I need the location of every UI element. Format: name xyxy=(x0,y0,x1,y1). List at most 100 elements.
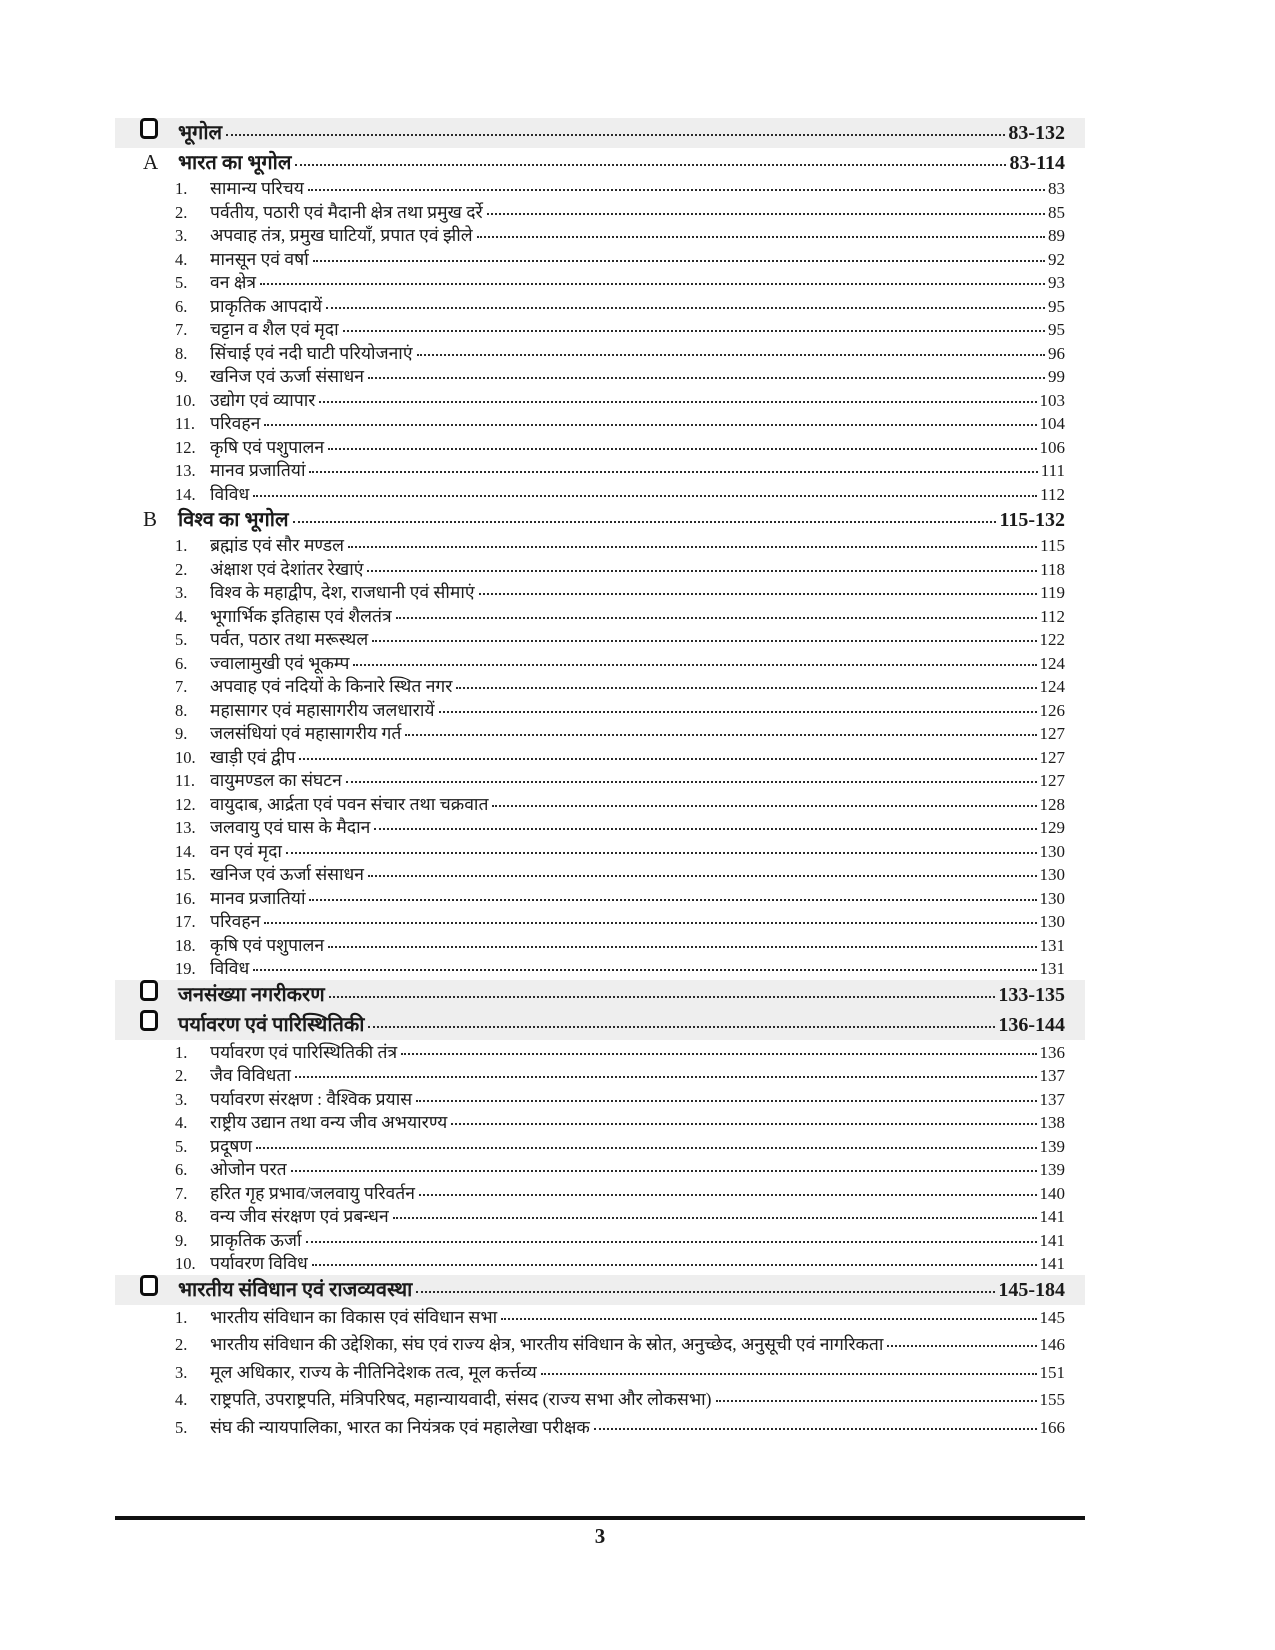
entry-page: 112 xyxy=(1040,606,1065,626)
entry-title: खनिज एवं ऊर्जा संसाधन xyxy=(210,864,364,884)
item-number: 9. xyxy=(175,1230,188,1250)
entry-title: जैव विविधता xyxy=(210,1065,291,1085)
item-number: 8. xyxy=(175,700,188,720)
toc-item-row: 13. मानव प्रजातियां 111 xyxy=(115,458,1085,482)
entry-title: वन क्षेत्र xyxy=(210,272,257,292)
entry-title: भारतीय संविधान एवं राजव्यवस्था xyxy=(178,1278,413,1301)
item-number: 3. xyxy=(175,1362,188,1382)
entry-title: विविध xyxy=(210,958,250,978)
entry-page: 128 xyxy=(1039,794,1066,814)
entry-page: 83-132 xyxy=(1008,122,1065,144)
item-number: 15. xyxy=(175,865,196,884)
entry-page: 99 xyxy=(1048,367,1065,386)
dot-leader xyxy=(256,1146,1037,1149)
entry-page: 83-114 xyxy=(1009,152,1065,174)
dot-leader xyxy=(294,1076,1037,1078)
entry-page: 151 xyxy=(1039,1362,1066,1382)
toc-item-row: 14. वन एवं मृदा 130 xyxy=(115,839,1085,863)
toc-item-row: 1. भारतीय संविधान का विकास एवं संविधान सभ… xyxy=(115,1305,1085,1333)
toc-item-row: 3. अपवाह तंत्र, प्रमुख घाटियाँ, प्रपात एव… xyxy=(115,223,1085,247)
dot-leader xyxy=(311,1264,1037,1266)
item-number: 6. xyxy=(175,296,188,316)
item-number: 12. xyxy=(175,794,196,814)
item-number: 11. xyxy=(175,414,196,433)
item-number: 5. xyxy=(175,630,188,649)
dot-leader xyxy=(715,1400,1037,1402)
dot-leader xyxy=(887,1345,1037,1347)
dot-leader xyxy=(264,922,1037,924)
toc-item-row: 12. कृषि एवं पशुपालन 106 xyxy=(115,435,1085,459)
item-number: 16. xyxy=(175,888,196,908)
footer-page-number: 3 xyxy=(594,1524,606,1548)
dot-leader xyxy=(368,377,1045,379)
entry-page: 92 xyxy=(1048,249,1065,269)
item-number: 13. xyxy=(175,818,196,837)
dot-leader xyxy=(492,804,1037,807)
dot-leader xyxy=(345,781,1037,783)
dot-leader xyxy=(307,189,1045,191)
toc-item-row: 7. चट्टान व शैल एवं मृदा 95 xyxy=(115,317,1085,341)
entry-title: राष्ट्रीय उद्यान तथा वन्य जीव अभयारण्य xyxy=(210,1112,448,1132)
item-number: 8. xyxy=(175,1207,188,1226)
entry-title: पर्यावरण एवं पारिस्थितिकी तंत्र xyxy=(210,1041,398,1062)
entry-page: 103 xyxy=(1039,390,1066,410)
entry-page: 124 xyxy=(1039,677,1066,696)
entry-page: 131 xyxy=(1039,959,1066,978)
item-number: 4. xyxy=(175,249,188,269)
entry-title: कृषि एवं पशुपालन xyxy=(210,934,325,955)
toc-item-row: 5. संघ की न्यायपालिका, भारत का नियंत्रक ए… xyxy=(115,1415,1085,1443)
entry-page: 155 xyxy=(1039,1390,1066,1409)
entry-title: वायुदाब, आर्द्रता एवं पवन संचार तथा चक्र… xyxy=(210,793,489,814)
toc-section-row: भूगोल 83-132 xyxy=(115,118,1085,148)
item-number: 1. xyxy=(175,536,188,555)
entry-page: 127 xyxy=(1039,771,1066,790)
item-number: 18. xyxy=(175,935,196,955)
toc-item-row: 8. महासागर एवं महासागरीय जलधारायें 126 xyxy=(115,698,1085,722)
dot-leader xyxy=(290,1170,1037,1172)
entry-title: मानव प्रजातियां xyxy=(210,887,306,908)
item-number: 9. xyxy=(175,367,188,386)
dot-leader xyxy=(405,734,1037,736)
entry-title: परिवहन xyxy=(210,911,261,931)
entry-title: अंक्षाश एवं देशांतर रेखाएं xyxy=(210,558,364,579)
dot-leader xyxy=(372,640,1037,642)
entry-page: 137 xyxy=(1039,1089,1066,1109)
toc-item-row: 6. ओजोन परत 139 xyxy=(115,1157,1085,1181)
entry-title: मूल अधिकार, राज्य के नीतिनिदेशक तत्व, मू… xyxy=(210,1361,537,1382)
entry-title: हरित गृह प्रभाव/जलवायु परिवर्तन xyxy=(210,1182,415,1203)
entry-page: 138 xyxy=(1039,1113,1066,1132)
item-number: 14. xyxy=(175,484,196,504)
entry-title: भूगार्भिक इतिहास एवं शैलतंत्र xyxy=(210,605,392,626)
toc-item-row: 2. भारतीय संविधान की उद्देशिका, संघ एवं र… xyxy=(115,1332,1085,1360)
entry-title: पर्यावरण संरक्षण : वैश्विक प्रयास xyxy=(210,1088,413,1109)
toc-item-row: 4. मानसून एवं वर्षा 92 xyxy=(115,247,1085,271)
toc-item-row: 7. हरित गृह प्रभाव/जलवायु परिवर्तन 140 xyxy=(115,1181,1085,1205)
entry-page: 115 xyxy=(1040,536,1065,555)
entry-page: 122 xyxy=(1039,630,1066,649)
entry-page: 95 xyxy=(1048,296,1065,316)
toc-section-row: पर्यावरण एवं पारिस्थितिकी 136-144 xyxy=(115,1009,1085,1040)
entry-title: अपवाह एवं नदियों के किनारे स्थित नगर xyxy=(210,676,453,696)
entry-page: 89 xyxy=(1048,226,1065,245)
dot-leader xyxy=(392,1217,1037,1219)
dot-leader xyxy=(260,283,1045,285)
dot-leader xyxy=(253,494,1038,497)
dot-leader xyxy=(264,424,1037,426)
entry-page: 96 xyxy=(1048,343,1065,363)
toc-item-row: 3. पर्यावरण संरक्षण : वैश्विक प्रयास 137 xyxy=(115,1087,1085,1111)
entry-page: 111 xyxy=(1040,461,1065,480)
item-number: 5. xyxy=(175,1136,188,1156)
entry-title: पर्यावरण एवं पारिस्थितिकी xyxy=(178,1013,365,1036)
entry-title: वन एवं मृदा xyxy=(210,840,282,861)
toc-item-row: 17. परिवहन 130 xyxy=(115,909,1085,933)
toc-item-row: 2. जैव विविधता 137 xyxy=(115,1063,1085,1087)
dot-leader xyxy=(226,134,1006,136)
footer-rule xyxy=(115,1516,1085,1520)
dot-leader xyxy=(319,400,1037,403)
toc-letter-row: B विश्व का भूगोल 115-132 xyxy=(115,505,1085,533)
entry-title: ब्रह्मांड एवं सौर मण्डल xyxy=(210,535,344,555)
toc-item-row: 4. राष्ट्रपति, उपराष्ट्रपति, मंत्रिपरिषद,… xyxy=(115,1387,1085,1415)
entry-page: 140 xyxy=(1039,1183,1066,1203)
entry-title: प्राकृतिक ऊर्जा xyxy=(210,1229,302,1250)
entry-title: प्राकृतिक आपदायें xyxy=(210,295,323,316)
